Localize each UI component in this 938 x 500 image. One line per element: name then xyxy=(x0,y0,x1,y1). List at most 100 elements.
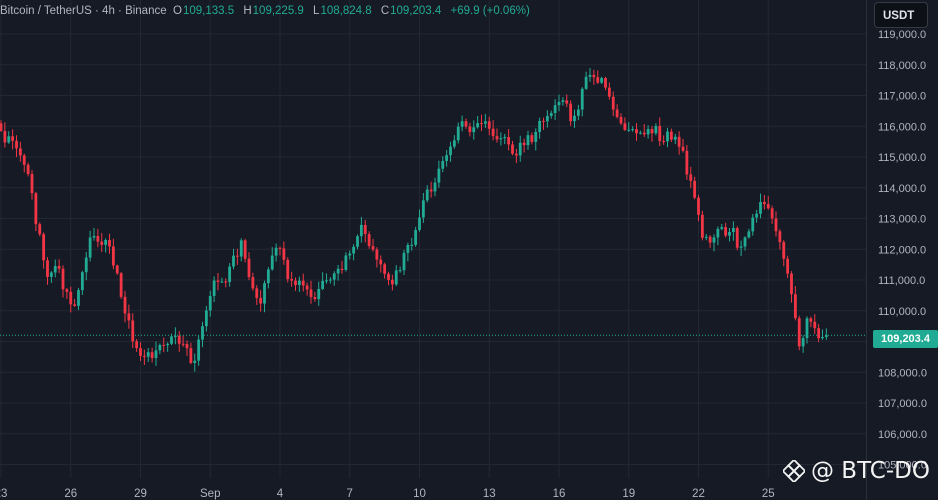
candle xyxy=(49,271,53,283)
candle xyxy=(154,341,158,366)
candle xyxy=(387,271,390,286)
candle xyxy=(685,144,689,180)
candle xyxy=(201,321,204,348)
candle xyxy=(538,117,542,139)
candle xyxy=(108,233,111,254)
candle xyxy=(239,238,243,262)
candle xyxy=(495,128,499,143)
candle xyxy=(232,248,235,270)
candle xyxy=(809,316,813,328)
candle xyxy=(526,130,530,150)
candle xyxy=(437,160,441,188)
candle xyxy=(770,205,774,224)
candle xyxy=(433,177,437,197)
candle xyxy=(677,131,681,155)
candle xyxy=(720,223,724,231)
candle xyxy=(127,304,131,329)
y-tick-label: 111,000.0 xyxy=(878,275,925,287)
candle xyxy=(220,277,224,283)
currency-button[interactable]: USDT xyxy=(874,2,928,28)
candle xyxy=(119,272,123,300)
candle xyxy=(507,129,511,151)
candle xyxy=(790,271,793,303)
candle xyxy=(728,228,731,242)
candle xyxy=(131,313,135,349)
candle xyxy=(394,265,398,287)
candle xyxy=(638,130,642,135)
candle xyxy=(332,271,336,286)
x-tick-label: 23 xyxy=(0,488,7,500)
candle xyxy=(22,153,26,173)
candle xyxy=(774,211,778,237)
candle xyxy=(534,128,538,151)
candle xyxy=(476,116,480,129)
candle xyxy=(650,126,654,142)
candle xyxy=(34,191,38,232)
candle xyxy=(104,238,108,253)
candle xyxy=(716,226,720,246)
high-label: H xyxy=(243,5,252,17)
candle xyxy=(425,185,429,203)
x-tick-label: 10 xyxy=(413,488,426,500)
candle xyxy=(274,243,278,262)
candle xyxy=(611,91,615,117)
close-value: 109,203.4 xyxy=(390,5,442,17)
open-label: O xyxy=(173,5,182,17)
high-value: 109,225.9 xyxy=(252,5,304,17)
candle xyxy=(92,227,96,241)
candle xyxy=(208,290,212,317)
candle xyxy=(445,150,449,167)
watermark-text: @ BTC-DO xyxy=(811,458,930,484)
candle xyxy=(383,262,387,279)
candle xyxy=(545,110,549,128)
candle xyxy=(193,353,197,372)
watermark: @ BTC-DO xyxy=(783,458,930,484)
candle xyxy=(712,234,716,252)
x-tick-label: 29 xyxy=(134,488,147,500)
candle xyxy=(115,264,119,275)
candle xyxy=(259,290,263,312)
candle xyxy=(619,113,623,126)
candle xyxy=(797,315,801,351)
candle xyxy=(243,238,247,263)
candle xyxy=(390,274,394,291)
candle xyxy=(42,232,46,269)
candle xyxy=(398,266,402,273)
candle xyxy=(80,270,84,295)
symbol-title: Bitcoin / TetherUS · 4h · Binance xyxy=(0,5,167,17)
x-tick-label: 22 xyxy=(692,488,705,500)
candle xyxy=(313,291,317,302)
symbol-legend: Bitcoin / TetherUS · 4h · Binance O109,1… xyxy=(0,5,530,17)
candle xyxy=(150,347,154,363)
candle xyxy=(615,104,619,119)
y-tick-label: 114,000.0 xyxy=(878,183,926,195)
candle xyxy=(317,281,321,306)
candle xyxy=(666,127,669,148)
candle xyxy=(739,240,743,257)
candle xyxy=(762,194,766,210)
x-tick-label: 25 xyxy=(762,488,775,500)
candle xyxy=(813,314,817,334)
y-tick-label: 117,000.0 xyxy=(878,91,926,103)
candle xyxy=(123,290,127,323)
candle xyxy=(708,234,712,248)
candle xyxy=(735,226,739,251)
candle xyxy=(88,230,92,262)
candle xyxy=(557,94,561,112)
candle xyxy=(607,82,611,100)
candle xyxy=(73,298,77,307)
candle xyxy=(100,232,104,253)
candle xyxy=(669,128,673,142)
candle xyxy=(646,125,650,139)
candle xyxy=(363,220,367,243)
candle xyxy=(487,116,491,136)
candle xyxy=(111,238,115,270)
candle xyxy=(328,277,332,284)
candle xyxy=(359,216,363,243)
y-tick-label: 107,000.0 xyxy=(878,398,927,410)
candle xyxy=(631,126,635,132)
candle xyxy=(166,342,170,352)
candle xyxy=(511,140,514,156)
candle xyxy=(805,316,809,344)
